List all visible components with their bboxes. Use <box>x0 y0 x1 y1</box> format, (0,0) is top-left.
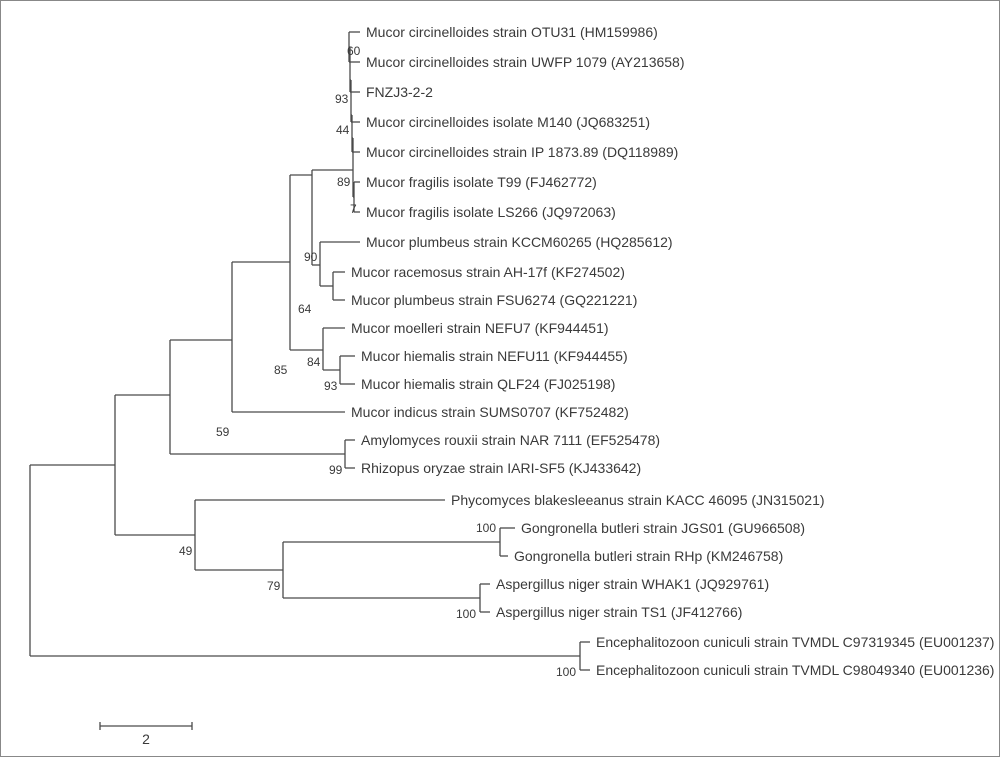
bootstrap-label: 59 <box>216 425 230 439</box>
bootstrap-label: 99 <box>329 463 343 477</box>
taxon-label: Mucor indicus strain SUMS0707 (KF752482) <box>351 404 629 420</box>
bootstrap-label: 84 <box>307 355 321 369</box>
taxon-label: Amylomyces rouxii strain NAR 7111 (EF525… <box>361 432 660 448</box>
taxon-label: Mucor plumbeus strain FSU6274 (GQ221221) <box>351 292 637 308</box>
taxon-label: FNZJ3-2-2 <box>366 84 433 100</box>
taxon-label: Mucor hiemalis strain QLF24 (FJ025198) <box>361 376 615 392</box>
bootstrap-label: 49 <box>179 544 193 558</box>
taxon-label: Mucor fragilis isolate T99 (FJ462772) <box>366 174 597 190</box>
taxon-label: Mucor hiemalis strain NEFU11 (KF944455) <box>361 348 628 364</box>
bootstrap-label: 100 <box>476 521 496 535</box>
scale-bar-label: 2 <box>142 731 150 747</box>
bootstrap-label: 44 <box>336 123 350 137</box>
taxon-label: Aspergillus niger strain TS1 (JF412766) <box>496 604 742 620</box>
bootstrap-label: 90 <box>304 250 318 264</box>
bootstrap-label: 79 <box>267 579 281 593</box>
bootstrap-label: 60 <box>347 44 361 58</box>
bootstrap-label: 7 <box>350 202 357 216</box>
taxon-label: Rhizopus oryzae strain IARI-SF5 (KJ43364… <box>361 460 641 476</box>
taxon-label: Mucor plumbeus strain KCCM60265 (HQ28561… <box>366 234 673 250</box>
taxon-label: Mucor racemosus strain AH-17f (KF274502) <box>351 264 625 280</box>
taxon-label: Phycomyces blakesleeanus strain KACC 460… <box>451 492 825 508</box>
bootstrap-label: 64 <box>298 302 312 316</box>
taxon-label: Encephalitozoon cuniculi strain TVMDL C9… <box>596 634 994 650</box>
taxon-label: Mucor fragilis isolate LS266 (JQ972063) <box>366 204 616 220</box>
taxon-label: Aspergillus niger strain WHAK1 (JQ929761… <box>496 576 769 592</box>
taxon-label: Mucor circinelloides strain IP 1873.89 (… <box>366 144 678 160</box>
taxon-label: Mucor circinelloides isolate M140 (JQ683… <box>366 114 650 130</box>
bootstrap-label: 93 <box>335 92 349 106</box>
phylogenetic-tree: Mucor circinelloides strain OTU31 (HM159… <box>0 0 1000 757</box>
taxon-label: Gongronella butleri strain JGS01 (GU9665… <box>521 520 805 536</box>
taxon-label: Encephalitozoon cuniculi strain TVMDL C9… <box>596 662 994 678</box>
bootstrap-label: 85 <box>274 363 288 377</box>
taxon-label: Gongronella butleri strain RHp (KM246758… <box>514 548 783 564</box>
bootstrap-label: 100 <box>556 665 576 679</box>
bootstrap-label: 93 <box>324 379 338 393</box>
taxon-label: Mucor circinelloides strain OTU31 (HM159… <box>366 24 658 40</box>
taxon-label: Mucor circinelloides strain UWFP 1079 (A… <box>366 54 685 70</box>
bootstrap-label: 89 <box>337 175 351 189</box>
taxon-label: Mucor moelleri strain NEFU7 (KF944451) <box>351 320 609 336</box>
bootstrap-label: 100 <box>456 607 476 621</box>
